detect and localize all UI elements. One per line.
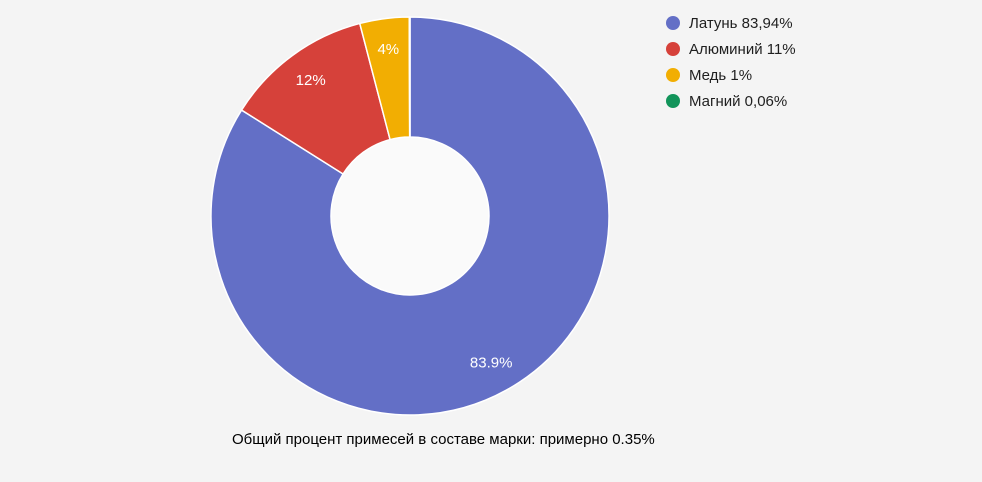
donut-hole: [331, 137, 489, 295]
legend-label: Алюминий 11%: [689, 40, 796, 58]
legend-label: Латунь 83,94%: [689, 14, 793, 32]
slice-label-latun: 83.9%: [470, 355, 513, 372]
legend-item-aluminiy: Алюминий 11%: [666, 36, 796, 62]
chart-legend: Латунь 83,94% Алюминий 11% Медь 1% Магний 0…: [666, 10, 796, 114]
legend-dot-icon: [666, 68, 680, 82]
legend-item-magniy: Магний 0,06%: [666, 88, 796, 114]
legend-dot-icon: [666, 94, 680, 108]
slice-label-med: 4%: [377, 41, 399, 58]
legend-label: Медь 1%: [689, 66, 753, 84]
legend-dot-icon: [666, 42, 680, 56]
chart-caption: Общий процент примесей в составе марки: …: [232, 431, 655, 448]
legend-item-med: Медь 1%: [666, 62, 796, 88]
legend-label: Магний 0,06%: [689, 92, 788, 110]
legend-item-latun: Латунь 83,94%: [666, 10, 796, 36]
legend-dot-icon: [666, 16, 680, 30]
slice-label-aluminiy: 12%: [296, 72, 326, 89]
pie-slice-latun[interactable]: [210, 16, 610, 416]
pie-slice-magniy[interactable]: [408, 16, 411, 138]
